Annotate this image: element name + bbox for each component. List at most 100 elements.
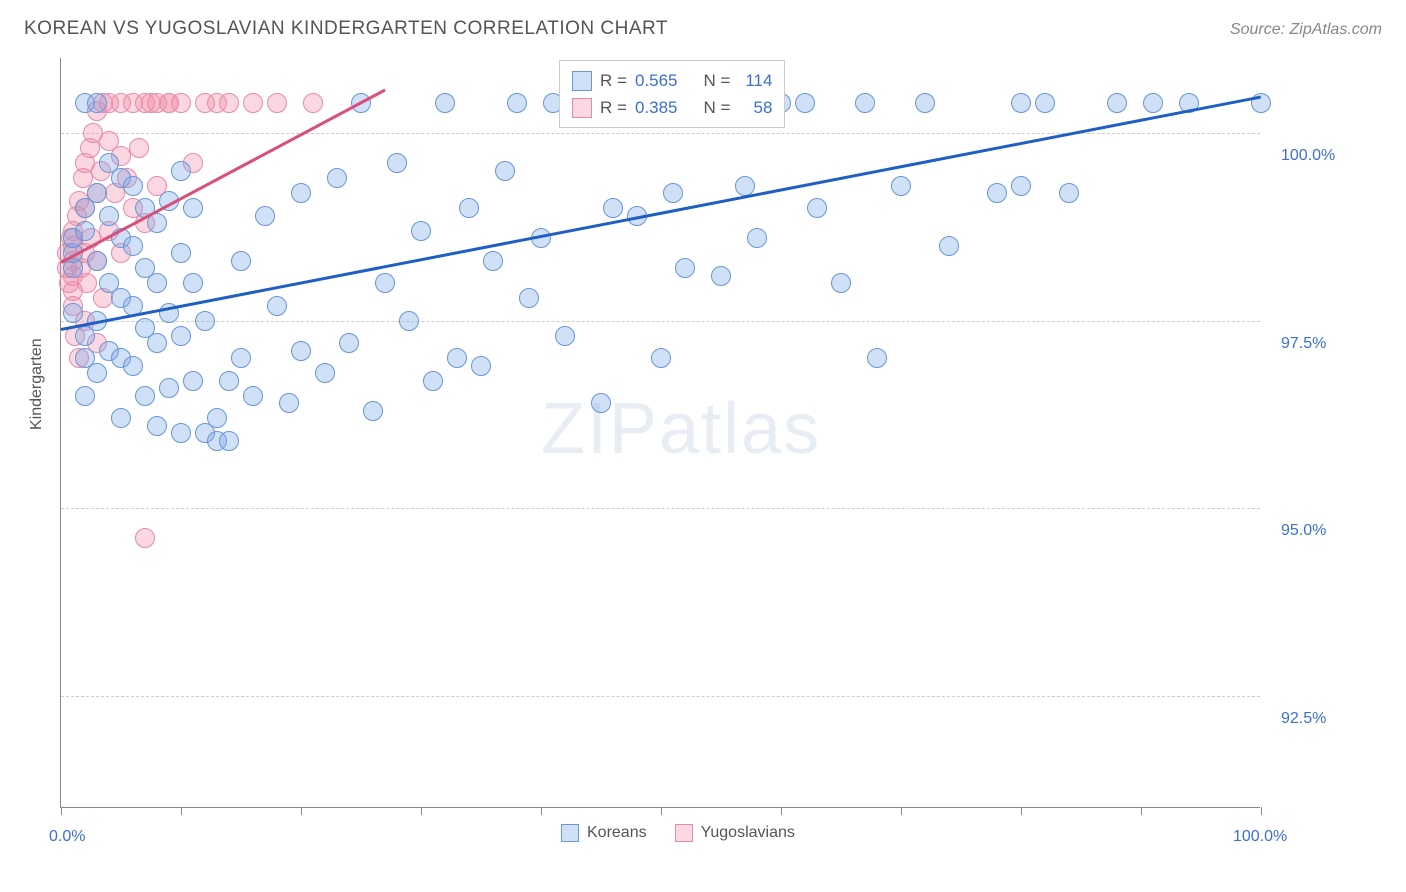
grid-line (61, 696, 1260, 697)
chart-header: KOREAN VS YUGOSLAVIAN KINDERGARTEN CORRE… (24, 18, 1382, 40)
scatter-point-yugoslavians (267, 93, 287, 113)
scatter-point-koreans (123, 356, 143, 376)
scatter-point-koreans (99, 206, 119, 226)
scatter-point-koreans (171, 423, 191, 443)
x-tick (901, 807, 902, 815)
stats-legend-row: R =0.385N =58 (572, 94, 772, 121)
scatter-point-koreans (339, 333, 359, 353)
scatter-point-koreans (987, 183, 1007, 203)
scatter-point-koreans (195, 311, 215, 331)
scatter-point-koreans (159, 378, 179, 398)
scatter-point-koreans (219, 371, 239, 391)
scatter-point-koreans (411, 221, 431, 241)
legend-swatch (572, 98, 592, 118)
scatter-point-koreans (87, 251, 107, 271)
scatter-point-koreans (1107, 93, 1127, 113)
scatter-point-koreans (219, 431, 239, 451)
scatter-point-koreans (1035, 93, 1055, 113)
legend-n-value: 58 (738, 94, 772, 121)
grid-line (61, 133, 1260, 134)
scatter-point-koreans (111, 408, 131, 428)
y-tick-label: 100.0% (1281, 147, 1335, 165)
watermark-atlas: atlas (659, 389, 821, 469)
scatter-point-koreans (915, 93, 935, 113)
scatter-point-koreans (651, 348, 671, 368)
scatter-point-koreans (147, 273, 167, 293)
scatter-point-koreans (183, 371, 203, 391)
legend-r-value: 0.385 (635, 94, 678, 121)
legend-swatch (561, 824, 579, 842)
scatter-point-koreans (663, 183, 683, 203)
scatter-point-koreans (171, 326, 191, 346)
series-legend: Koreans Yugoslavians (561, 824, 795, 842)
scatter-point-koreans (675, 258, 695, 278)
scatter-point-koreans (891, 176, 911, 196)
scatter-point-koreans (447, 348, 467, 368)
scatter-point-koreans (135, 386, 155, 406)
x-tick (1261, 807, 1262, 815)
scatter-point-koreans (459, 198, 479, 218)
scatter-point-koreans (1143, 93, 1163, 113)
scatter-point-koreans (231, 348, 251, 368)
scatter-point-koreans (807, 198, 827, 218)
y-axis-label: Kindergarten (28, 338, 46, 430)
legend-n-label: N = (703, 94, 730, 121)
series-legend-item: Koreans (561, 824, 647, 842)
series-legend-item: Yugoslavians (675, 824, 795, 842)
scatter-point-koreans (939, 236, 959, 256)
legend-swatch (572, 71, 592, 91)
watermark: ZIPatlas (541, 388, 821, 470)
scatter-point-koreans (867, 348, 887, 368)
scatter-point-yugoslavians (219, 93, 239, 113)
scatter-point-koreans (63, 303, 83, 323)
scatter-chart: ZIPatlas 92.5%95.0%97.5%100.0%0.0%100.0%… (60, 58, 1260, 808)
legend-r-value: 0.565 (635, 67, 678, 94)
scatter-point-koreans (291, 183, 311, 203)
grid-line (61, 321, 1260, 322)
legend-n-label: N = (703, 67, 730, 94)
scatter-point-koreans (495, 161, 515, 181)
x-tick (181, 807, 182, 815)
scatter-point-yugoslavians (303, 93, 323, 113)
scatter-point-koreans (255, 206, 275, 226)
scatter-point-koreans (591, 393, 611, 413)
scatter-point-koreans (147, 416, 167, 436)
scatter-point-koreans (279, 393, 299, 413)
scatter-point-koreans (435, 93, 455, 113)
scatter-point-yugoslavians (135, 528, 155, 548)
scatter-point-koreans (711, 266, 731, 286)
x-tick (1141, 807, 1142, 815)
legend-r-label: R = (600, 67, 627, 94)
y-tick-label: 92.5% (1281, 710, 1326, 728)
scatter-point-koreans (123, 176, 143, 196)
scatter-point-koreans (795, 93, 815, 113)
legend-swatch (675, 824, 693, 842)
source-attribution: Source: ZipAtlas.com (1230, 21, 1382, 39)
scatter-point-koreans (375, 273, 395, 293)
scatter-point-koreans (87, 183, 107, 203)
scatter-point-koreans (171, 243, 191, 263)
chart-title: KOREAN VS YUGOSLAVIAN KINDERGARTEN CORRE… (24, 18, 668, 40)
x-tick (661, 807, 662, 815)
scatter-point-koreans (291, 341, 311, 361)
scatter-point-koreans (1011, 93, 1031, 113)
scatter-point-koreans (267, 296, 287, 316)
scatter-point-koreans (327, 168, 347, 188)
x-tick (301, 807, 302, 815)
y-tick-label: 95.0% (1281, 522, 1326, 540)
scatter-point-yugoslavians (77, 273, 97, 293)
scatter-point-koreans (399, 311, 419, 331)
scatter-point-koreans (1059, 183, 1079, 203)
scatter-point-koreans (471, 356, 491, 376)
trend-line-koreans (61, 96, 1261, 331)
scatter-point-koreans (147, 333, 167, 353)
scatter-point-koreans (387, 153, 407, 173)
x-tick-label: 100.0% (1233, 828, 1287, 846)
scatter-point-koreans (75, 386, 95, 406)
stats-legend-row: R = 0.565 N = 114 (572, 67, 772, 94)
scatter-point-koreans (603, 198, 623, 218)
scatter-point-yugoslavians (171, 93, 191, 113)
scatter-point-koreans (207, 408, 227, 428)
scatter-point-koreans (183, 273, 203, 293)
legend-n-value: 114 (738, 67, 772, 94)
